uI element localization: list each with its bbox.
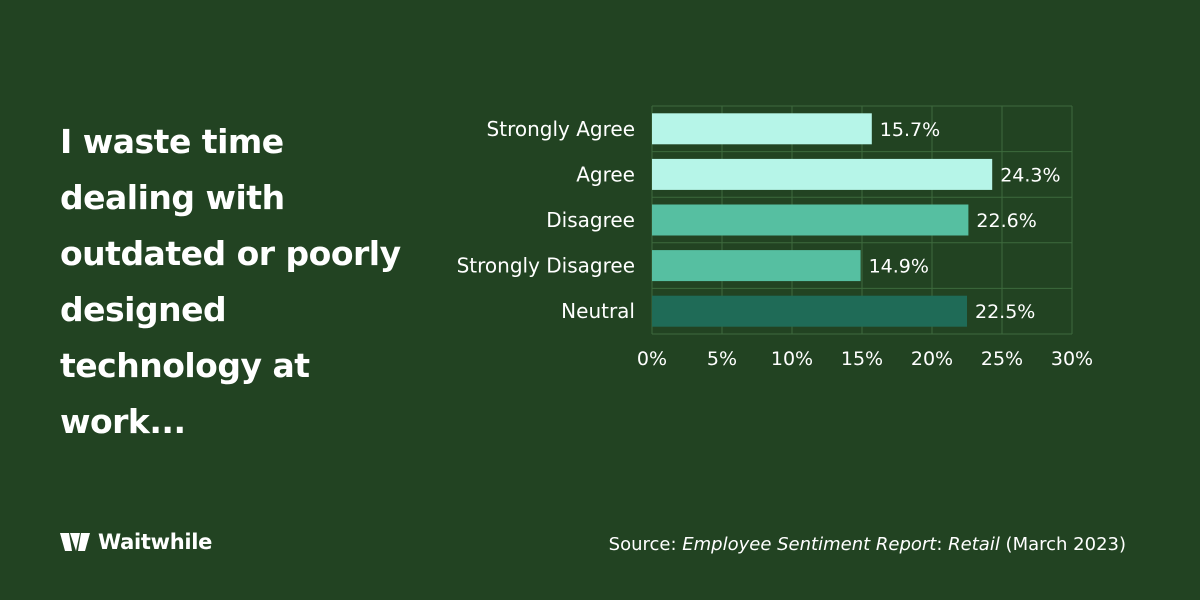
value-label: 14.9% [869, 256, 929, 278]
x-tick-label: 15% [841, 348, 883, 370]
category-label: Strongly Agree [487, 117, 635, 141]
bar-layer [652, 113, 993, 327]
source-report: Employee Sentiment Report [682, 534, 937, 555]
bar [652, 295, 967, 327]
bar [652, 204, 969, 236]
source-sector: Retail [948, 534, 1000, 555]
bar [652, 113, 872, 145]
logo-text: Waitwhile [98, 530, 213, 554]
x-tick-label: 5% [707, 348, 737, 370]
value-label: 24.3% [1000, 164, 1060, 186]
waitwhile-logo-icon [60, 531, 90, 553]
x-tick-label: 20% [911, 348, 953, 370]
x-tick-label: 10% [771, 348, 813, 370]
category-label: Agree [576, 162, 635, 186]
source-separator: : [936, 534, 949, 555]
x-tick-label: 25% [981, 348, 1023, 370]
value-label: 22.5% [975, 301, 1035, 323]
category-label: Disagree [546, 208, 635, 232]
x-tick-label: 0% [637, 348, 667, 370]
category-label: Strongly Disagree [457, 254, 635, 278]
source-prefix: Source: [608, 534, 683, 555]
category-label: Neutral [561, 299, 635, 323]
headline: I waste time dealing with outdated or po… [60, 122, 401, 441]
label-layer: 0% 5% 10% 15% 20% 25% 30% Strongly Agree 15.7% Ag… [457, 117, 1094, 370]
value-label: 22.6% [976, 210, 1036, 232]
x-tick-label: 30% [1051, 348, 1093, 370]
waitwhile-logo: Waitwhile [60, 530, 212, 554]
bar [652, 158, 993, 190]
bar [652, 250, 861, 282]
value-label: 15.7% [880, 119, 940, 141]
source-date: (March 2023) [999, 534, 1126, 555]
source-citation: Source: Employee Sentiment Report: Retai… [609, 534, 1126, 555]
